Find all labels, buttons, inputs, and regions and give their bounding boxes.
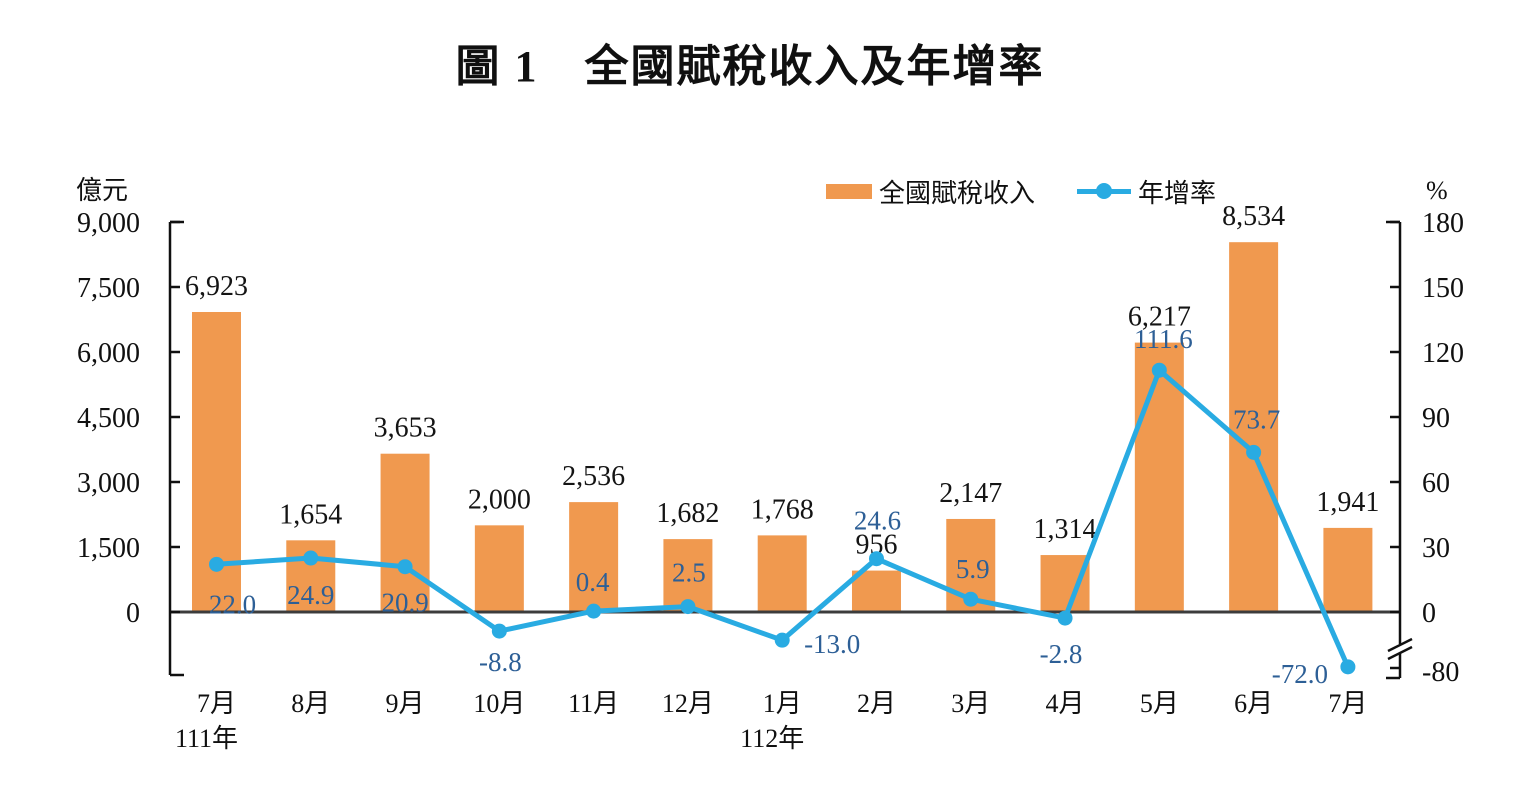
- line-point: [586, 603, 602, 619]
- x-axis-month-label: 2月: [857, 689, 896, 718]
- left-axis-tick-label: 0: [126, 598, 140, 629]
- line-point: [868, 551, 884, 567]
- bar: [1040, 555, 1090, 612]
- bar-value-label: 1,654: [279, 499, 342, 530]
- line-value-label: 5.9: [956, 554, 990, 584]
- right-axis-tick-label-neg80: -80: [1422, 657, 1459, 688]
- x-axis-month-label: 4月: [1046, 689, 1085, 718]
- line-value-label: -2.8: [1040, 639, 1083, 669]
- line-point: [963, 591, 979, 607]
- bar-series-swatch: [826, 183, 872, 199]
- line-point: [209, 556, 224, 572]
- x-axis-month-label: 9月: [386, 689, 425, 718]
- legend-bar-label: 全國賦稅收入: [879, 178, 1036, 208]
- legend-item-revenue: 全國賦稅收入: [826, 173, 1035, 210]
- x-axis-month-label: 11月: [568, 689, 619, 718]
- line-point: [1057, 610, 1073, 626]
- axis-break-slash: [1387, 645, 1413, 661]
- bar: [1323, 527, 1373, 612]
- x-axis-month-label: 3月: [951, 689, 990, 718]
- left-axis-tick-label: 9,000: [77, 208, 140, 239]
- line-point: [1340, 659, 1356, 675]
- line-point: [774, 632, 790, 648]
- line-value-label: 24.6: [854, 506, 901, 536]
- legend-line-label: 年增率: [1138, 178, 1217, 208]
- line-value-label: -72.0: [1272, 659, 1328, 689]
- bar-value-label: 6,923: [185, 271, 248, 302]
- line-point: [491, 623, 507, 639]
- legend: 全國賦稅收入 年增率: [826, 176, 1216, 208]
- x-axis-month-label: 10月: [473, 689, 525, 718]
- bar: [851, 570, 901, 612]
- x-axis-month-label: 1月: [763, 689, 802, 718]
- bar-value-label: 1,314: [1034, 514, 1097, 545]
- right-axis-tick-label: 60: [1422, 468, 1450, 499]
- bar-value-label: 2,000: [468, 484, 531, 515]
- line-point: [397, 559, 413, 575]
- bar: [1229, 242, 1279, 612]
- bar: [569, 502, 619, 612]
- x-axis-month-label: 12月: [662, 689, 714, 718]
- axis-break-slash: [1387, 637, 1413, 653]
- bar-value-label: 8,534: [1222, 201, 1285, 232]
- left-axis-tick-label: 3,000: [77, 468, 140, 499]
- line-value-label: 0.4: [576, 567, 610, 597]
- right-axis-tick-label: 180: [1422, 208, 1464, 239]
- left-axis-unit-label: 億元: [76, 176, 129, 205]
- bar: [474, 525, 524, 612]
- bar-value-label: 3,653: [374, 413, 437, 444]
- line-swatch-dot: [1096, 183, 1113, 199]
- left-axis-tick-label: 6,000: [77, 338, 140, 369]
- left-axis-tick-label: 7,500: [77, 273, 140, 304]
- left-axis-tick-label: 1,500: [77, 533, 140, 564]
- x-axis-year-label: 112年: [740, 724, 804, 753]
- bar: [380, 453, 430, 612]
- line-point: [680, 599, 696, 615]
- right-axis-tick-label: 30: [1422, 533, 1450, 564]
- line-series-swatch: [1077, 182, 1132, 200]
- right-axis-tick-label: 0: [1422, 598, 1436, 629]
- bar-value-label: 6,217: [1128, 302, 1191, 333]
- right-axis-unit-label: %: [1426, 176, 1448, 205]
- chart-title: 圖 1 全國賦稅收入及年增率: [455, 42, 1045, 91]
- line-value-label: 73.7: [1233, 404, 1280, 434]
- bar-value-label: 2,147: [939, 478, 1002, 509]
- line-value-label: -8.8: [479, 647, 522, 677]
- right-axis-tick-label: 150: [1422, 273, 1464, 304]
- left-axis-tick-label: 4,500: [77, 403, 140, 434]
- line-value-label: 20.9: [381, 588, 428, 618]
- line-point: [303, 550, 319, 566]
- x-axis-month-label: 7月: [197, 689, 236, 718]
- line-point: [1151, 362, 1167, 378]
- bar-value-label: 1,682: [656, 498, 719, 529]
- line-value-label: -13.0: [804, 629, 860, 659]
- bar-value-label: 1,768: [751, 494, 814, 525]
- right-axis-tick-label: 120: [1422, 338, 1464, 369]
- x-axis-month-label: 6月: [1234, 689, 1273, 718]
- x-axis-year-label: 111年: [175, 724, 238, 753]
- x-axis-month-label: 8月: [291, 689, 330, 718]
- x-axis-month-label: 5月: [1140, 689, 1179, 718]
- line-value-label: 22.0: [209, 589, 256, 619]
- bar-value-label: 1,941: [1316, 487, 1379, 518]
- line-value-label: 24.9: [287, 580, 334, 610]
- bar-value-label: 2,536: [562, 461, 625, 492]
- legend-item-growth: 年增率: [1077, 173, 1216, 210]
- x-axis-month-label: 7月: [1328, 689, 1367, 718]
- line-value-label: 2.5: [672, 558, 706, 588]
- right-axis-tick-label: 90: [1422, 403, 1450, 434]
- line-value-label: 111.6: [1134, 324, 1193, 354]
- bar: [757, 535, 807, 612]
- line-point: [1246, 444, 1262, 460]
